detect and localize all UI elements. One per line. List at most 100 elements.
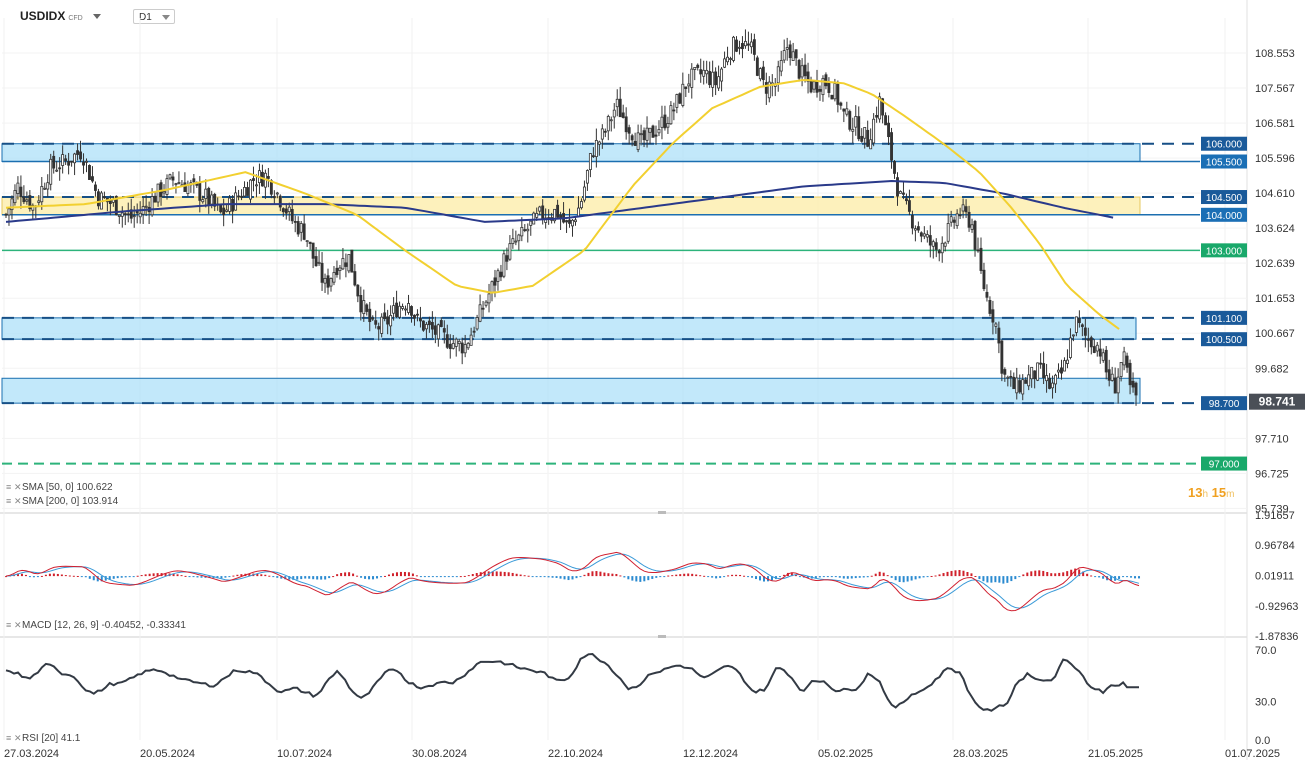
macd-histogram-bar xyxy=(1082,571,1085,577)
macd-legend[interactable]: ≡ ✕MACD [12, 26, 9] -0.40452, -0.33341 xyxy=(6,620,186,631)
level-tag xyxy=(1201,154,1247,169)
macd-histogram-bar xyxy=(759,576,762,581)
candle-body xyxy=(1080,324,1084,327)
candle-body xyxy=(383,312,387,320)
date-tick-label: 01.07.2025 xyxy=(1225,748,1280,760)
candle-body xyxy=(481,307,485,310)
candle-body xyxy=(201,199,205,203)
candle-body xyxy=(684,86,688,89)
macd-histogram-bar xyxy=(104,576,107,581)
candle-body xyxy=(7,208,11,216)
candle-body xyxy=(407,303,410,313)
candle-body xyxy=(603,130,607,133)
resize-handle xyxy=(658,635,666,638)
level-tag xyxy=(1201,190,1247,205)
macd-histogram-bar xyxy=(647,576,650,581)
macd-histogram-bar xyxy=(108,576,111,580)
macd-tick-label: -1.87836 xyxy=(1255,631,1298,643)
macd-histogram-bar xyxy=(443,576,446,578)
candle-body xyxy=(252,178,255,181)
macd-histogram-bar xyxy=(1018,576,1021,578)
macd-histogram-bar xyxy=(495,571,498,577)
symbol-selector[interactable]: USDIDX CFD xyxy=(20,9,101,23)
candle-body xyxy=(958,214,962,217)
macd-histogram-bar xyxy=(675,574,678,577)
candle-body xyxy=(928,235,932,246)
candle-body xyxy=(690,68,694,88)
candle-body xyxy=(380,316,384,334)
candle-body xyxy=(1083,327,1087,336)
settings-icon[interactable]: ≡ xyxy=(6,733,12,743)
candle-body xyxy=(19,186,23,198)
candle-body xyxy=(46,182,50,190)
candle-body xyxy=(925,234,929,238)
candle-body xyxy=(1071,334,1075,337)
macd-histogram-bar xyxy=(1062,572,1065,577)
macd-tick-label: 0.01911 xyxy=(1255,570,1294,582)
settings-icon[interactable]: ≡ xyxy=(6,482,12,492)
macd-histogram-bar xyxy=(982,576,985,582)
macd-histogram-bar xyxy=(627,576,630,580)
candle-body xyxy=(952,219,956,223)
close-icon[interactable]: ✕ xyxy=(14,496,22,506)
candle-body xyxy=(272,195,276,199)
candle-body xyxy=(94,184,97,191)
candle-body xyxy=(499,271,503,278)
sma50-line xyxy=(5,79,1120,330)
candle-body xyxy=(156,183,160,203)
candle-body xyxy=(64,158,68,161)
candle-body xyxy=(693,67,697,70)
candle-body xyxy=(1033,370,1037,380)
candle-body xyxy=(183,182,187,193)
price-tick-label: 107.567 xyxy=(1255,83,1295,95)
date-tick-label: 05.02.2025 xyxy=(818,748,873,760)
close-icon[interactable]: ✕ xyxy=(14,733,22,743)
candle-body xyxy=(484,301,488,306)
macd-histogram-bar xyxy=(144,574,147,577)
timeframe-select[interactable]: D1 xyxy=(133,9,175,24)
level-tag xyxy=(1201,136,1247,151)
candle-body xyxy=(675,94,679,108)
macd-histogram-bar xyxy=(459,576,462,578)
sma50-legend[interactable]: ≡ ✕SMA [50, 0] 100.622 xyxy=(6,482,113,493)
macd-histogram-bar xyxy=(320,576,323,580)
close-icon[interactable]: ✕ xyxy=(14,620,22,630)
macd-histogram-bar xyxy=(794,574,797,577)
candle-body xyxy=(755,57,759,76)
macd-histogram-bar xyxy=(655,576,658,578)
candle-body xyxy=(741,43,744,50)
candle-body xyxy=(881,98,885,116)
chevron-down-icon[interactable] xyxy=(92,14,101,20)
macd-histogram-bar xyxy=(240,574,243,577)
settings-icon[interactable]: ≡ xyxy=(6,620,12,630)
candle-body xyxy=(752,39,756,55)
candle-body xyxy=(529,220,533,226)
candle-body xyxy=(10,198,14,211)
macd-histogram-bar xyxy=(1122,576,1125,578)
macd-histogram-bar xyxy=(703,575,706,577)
macd-histogram-bar xyxy=(336,574,339,577)
level-tag xyxy=(1201,310,1247,325)
candle-body xyxy=(466,342,470,349)
candle-body xyxy=(439,320,443,327)
macd-histogram-bar xyxy=(1094,576,1097,578)
candle-body xyxy=(746,43,750,46)
timer-hours: 13 xyxy=(1188,485,1203,500)
macd-histogram-bar xyxy=(1066,571,1069,577)
candle-body xyxy=(1122,351,1126,366)
candle-body xyxy=(302,223,306,240)
candle-body xyxy=(16,182,20,194)
candle-body xyxy=(475,317,479,330)
settings-icon[interactable]: ≡ xyxy=(6,496,12,506)
candle-body xyxy=(186,184,190,194)
macd-histogram-bar xyxy=(830,576,833,578)
macd-histogram-bar xyxy=(423,576,426,578)
candle-body xyxy=(672,109,676,112)
level-tag-label: 106.000 xyxy=(1206,140,1243,151)
close-icon[interactable]: ✕ xyxy=(14,482,22,492)
candle-body xyxy=(594,140,598,158)
macd-histogram-bar xyxy=(986,576,989,583)
sma200-legend[interactable]: ≡ ✕SMA [200, 0] 103.914 xyxy=(6,496,118,507)
rsi-legend[interactable]: ≡ ✕RSI [20] 41.1 xyxy=(6,733,80,744)
